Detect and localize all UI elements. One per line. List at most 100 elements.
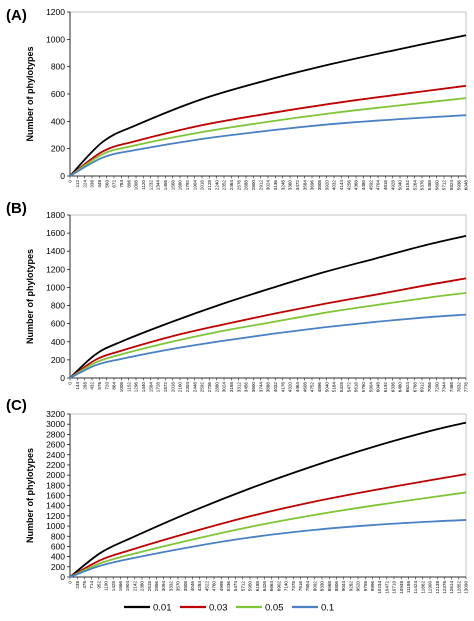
x-tick-label: 3024 bbox=[222, 382, 227, 393]
series-line-0-05 bbox=[69, 291, 467, 379]
x-tick-label: 10472 bbox=[384, 581, 389, 594]
x-tick-label: 7056 bbox=[427, 382, 432, 393]
panel-label: (B) bbox=[6, 200, 27, 217]
x-tick-label: 7632 bbox=[456, 382, 461, 393]
y-tick-label: 400 bbox=[51, 552, 65, 562]
x-tick-label: 3456 bbox=[244, 382, 249, 393]
x-tick-label: 12138 bbox=[435, 581, 440, 594]
x-tick-label: 5376 bbox=[420, 180, 425, 191]
legend-item: 0.1 bbox=[292, 603, 334, 614]
x-tick-label: 864 bbox=[112, 382, 117, 390]
y-tick-label: 1600 bbox=[46, 491, 65, 501]
x-tick-label: 8092 bbox=[312, 581, 317, 592]
x-tick-label: 1344 bbox=[156, 180, 161, 191]
x-tick-label: 5328 bbox=[339, 382, 344, 393]
x-tick-label: 5040 bbox=[324, 382, 329, 393]
x-tick-label: 6048 bbox=[464, 180, 469, 191]
x-tick-label: 1152 bbox=[126, 382, 131, 392]
x-tick-label: 1232 bbox=[148, 180, 153, 191]
x-tick-label: 1120 bbox=[141, 180, 146, 190]
y-tick-label: 2400 bbox=[46, 450, 65, 460]
series-line-0-03 bbox=[69, 473, 467, 578]
x-tick-label: 1568 bbox=[170, 180, 175, 191]
x-tick-label: 1428 bbox=[111, 581, 116, 592]
x-tick-label: 1792 bbox=[185, 180, 190, 191]
x-tick-label: 3168 bbox=[229, 382, 234, 393]
x-tick-label: 4480 bbox=[361, 180, 366, 191]
x-tick-label: 0 bbox=[68, 180, 73, 183]
x-tick-label: 5600 bbox=[434, 180, 439, 191]
x-tick-label: 288 bbox=[82, 382, 87, 390]
x-tick-label: 4760 bbox=[212, 581, 217, 592]
y-tick-label: 600 bbox=[51, 89, 65, 99]
x-tick-label: 5264 bbox=[412, 180, 417, 191]
x-tick-label: 6912 bbox=[420, 382, 425, 393]
x-tick-label: 3888 bbox=[266, 382, 271, 393]
y-tick-label: 2000 bbox=[46, 470, 65, 480]
x-tick-label: 3332 bbox=[168, 581, 173, 592]
x-tick-label: 11424 bbox=[413, 581, 418, 594]
x-tick-label: 5472 bbox=[346, 382, 351, 393]
x-tick-label: 1008 bbox=[134, 180, 139, 191]
panel-label: (C) bbox=[6, 397, 27, 414]
chart-panel-1: (A) 0 200 400 600 800 1000 1200 Number of phylot… bbox=[6, 7, 469, 190]
x-tick-label: 896 bbox=[126, 180, 131, 188]
x-tick-label: 2448 bbox=[192, 382, 197, 393]
x-tick-label: 7140 bbox=[284, 581, 289, 592]
x-tick-label: 6192 bbox=[383, 382, 388, 393]
x-tick-label: 3584 bbox=[302, 180, 307, 191]
x-tick-label: 13090 bbox=[464, 581, 469, 594]
x-tick-label: 576 bbox=[97, 382, 102, 390]
x-tick-label: 4256 bbox=[346, 180, 351, 191]
y-tick-label: 1600 bbox=[46, 228, 65, 238]
y-tick-label: 200 bbox=[51, 355, 65, 365]
x-tick-label: 4608 bbox=[302, 382, 307, 393]
x-tick-label: 3248 bbox=[280, 180, 285, 191]
series-line-0-03 bbox=[69, 84, 467, 177]
x-tick-label: 7616 bbox=[298, 581, 303, 592]
series-line-0-01 bbox=[69, 234, 467, 379]
x-tick-label: 560 bbox=[104, 180, 109, 188]
x-tick-label: 4998 bbox=[219, 581, 224, 592]
x-tick-label: 4592 bbox=[368, 180, 373, 191]
x-tick-label: 3600 bbox=[251, 382, 256, 393]
x-tick-label: 1728 bbox=[156, 382, 161, 393]
x-tick-label: 476 bbox=[82, 581, 87, 589]
x-tick-label: 4816 bbox=[383, 180, 388, 191]
x-tick-label: 4032 bbox=[332, 180, 337, 191]
x-tick-label: 1904 bbox=[125, 581, 130, 592]
panel-label: (A) bbox=[6, 7, 27, 24]
x-tick-label: 4320 bbox=[288, 382, 293, 393]
x-tick-label: 5904 bbox=[368, 382, 373, 393]
x-tick-label: 4464 bbox=[295, 382, 300, 393]
x-tick-label: 6048 bbox=[376, 382, 381, 393]
x-tick-label: 7776 bbox=[464, 382, 469, 393]
y-tick-label: 600 bbox=[51, 319, 65, 329]
x-tick-label: 6664 bbox=[269, 581, 274, 592]
x-tick-label: 448 bbox=[97, 180, 102, 188]
x-tick-label: 714 bbox=[89, 581, 94, 589]
y-tick-label: 200 bbox=[51, 144, 65, 154]
x-tick-label: 1190 bbox=[104, 581, 109, 591]
x-tick-label: 2618 bbox=[147, 581, 152, 592]
x-tick-label: 8806 bbox=[334, 581, 339, 592]
legend-item: 0.01 bbox=[124, 603, 172, 614]
y-tick-label: 3000 bbox=[46, 419, 65, 429]
x-tick-label: 4368 bbox=[354, 180, 359, 191]
x-tick-label: 4752 bbox=[310, 382, 315, 393]
x-tick-label: 1666 bbox=[118, 581, 123, 592]
x-tick-label: 12852 bbox=[456, 581, 461, 594]
x-tick-label: 2380 bbox=[140, 581, 145, 592]
series-line-0-01 bbox=[69, 34, 467, 177]
y-tick-label: 1000 bbox=[46, 34, 65, 44]
x-tick-label: 3808 bbox=[317, 180, 322, 191]
x-tick-label: 720 bbox=[104, 382, 109, 390]
x-tick-label: 4032 bbox=[273, 382, 278, 393]
x-tick-label: 5236 bbox=[226, 581, 231, 592]
x-tick-label: 8330 bbox=[320, 581, 325, 592]
x-tick-label: 2464 bbox=[229, 180, 234, 191]
x-tick-label: 3312 bbox=[236, 382, 241, 393]
x-tick-label: 2688 bbox=[244, 180, 249, 191]
x-tick-label: 3360 bbox=[288, 180, 293, 191]
